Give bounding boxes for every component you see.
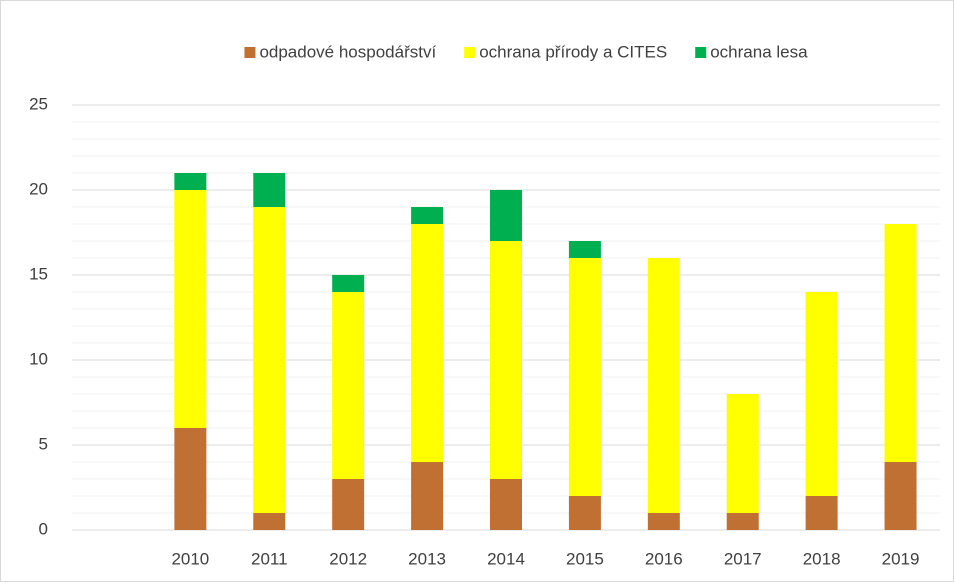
y-tick-label: 25 (29, 94, 48, 113)
x-tick-label: 2016 (645, 549, 683, 568)
legend-swatch (695, 47, 707, 58)
bar-segment (490, 241, 522, 479)
x-tick-label: 2018 (803, 549, 841, 568)
bar-segment (411, 224, 444, 462)
x-tick-label: 2012 (329, 549, 367, 568)
bar-segment (568, 241, 601, 258)
x-tick-label: 2019 (882, 549, 920, 568)
y-tick-label: 20 (29, 179, 48, 198)
bar-segment (568, 258, 601, 496)
bar-segment (568, 496, 601, 530)
bar-segment (647, 258, 680, 513)
bar-segment (332, 275, 365, 292)
bar-segment (411, 207, 444, 224)
bar-segment (332, 292, 365, 479)
bar-segment (253, 207, 286, 513)
bar-segment (805, 292, 838, 496)
x-tick-label: 2010 (171, 549, 209, 568)
bar-segment (332, 479, 365, 530)
legend-swatch (244, 47, 256, 58)
legend-label: ochrana přírody a CITES (479, 42, 667, 61)
bar-segment (726, 394, 759, 513)
y-tick-label: 15 (29, 264, 48, 283)
bar-segment (884, 224, 917, 462)
bar-segment (174, 173, 207, 190)
x-tick-label: 2011 (251, 549, 288, 568)
bar-segment (726, 513, 759, 530)
bar-segment (884, 462, 917, 530)
bar-segment (174, 428, 207, 530)
bar-segment (253, 173, 286, 207)
bar-segment (805, 496, 838, 530)
x-tick-label: 2013 (408, 549, 446, 568)
bar-segment (490, 479, 522, 530)
legend-swatch (464, 47, 476, 58)
bar-segment (174, 190, 207, 428)
y-tick-label: 10 (29, 349, 48, 368)
legend-label: ochrana lesa (710, 42, 808, 61)
y-tick-label: 0 (39, 519, 48, 538)
x-tick-label: 2017 (724, 549, 762, 568)
legend-label: odpadové hospodářství (259, 42, 436, 61)
bar-segment (647, 513, 680, 530)
bar-segment (253, 513, 286, 530)
bar-segment (490, 190, 522, 241)
y-tick-label: 5 (39, 434, 48, 453)
x-tick-label: 2015 (566, 549, 604, 568)
x-tick-label: 2014 (487, 549, 525, 568)
bar-segment (411, 462, 444, 530)
